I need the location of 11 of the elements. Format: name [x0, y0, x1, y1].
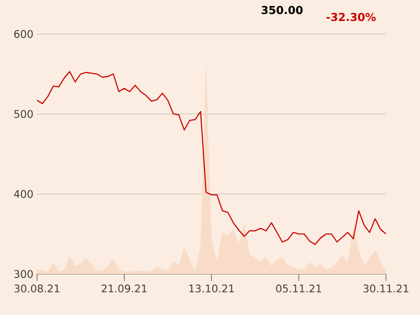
- x-tick-label: 21.09.21: [102, 284, 147, 292]
- text: -32.30%: [326, 12, 376, 22]
- x-tick-label: 13.10.21: [189, 284, 234, 292]
- x-tick-label: 05.11.21: [276, 284, 322, 292]
- y-tick-label: 500: [14, 110, 33, 118]
- x-tick-label: 30.08.21: [14, 284, 60, 292]
- text: 350.00: [262, 6, 303, 14]
- x-tick-label: 30.11.21: [364, 284, 408, 292]
- y-tick-label: 600: [14, 30, 33, 38]
- y-tick-label: 300: [14, 270, 33, 278]
- y-tick-label: 400: [14, 190, 33, 198]
